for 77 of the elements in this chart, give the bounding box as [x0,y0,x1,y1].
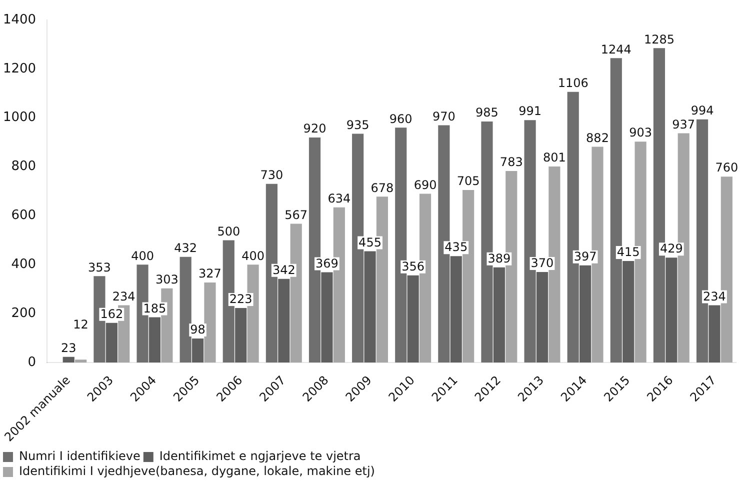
data-label: 991 [518,104,542,118]
data-label: 327 [198,266,222,281]
data-label: 960 [389,112,412,126]
legend-label: Numri I identifikieve [19,449,140,464]
bar [666,258,678,363]
bar [62,356,74,363]
data-label: 455 [358,235,382,250]
y-tick-label: 200 [11,306,36,321]
data-label: 994 [690,103,714,118]
data-label: 500 [217,224,240,238]
legend-label: Identifikimet e ngjarjeve te vjetra [159,449,361,464]
y-tick-label: 1400 [2,12,36,28]
data-label: 23 [60,341,76,356]
data-label: 801 [542,150,566,165]
bar [180,256,192,363]
data-label: 389 [488,251,511,266]
y-tick-label: 800 [11,159,36,174]
y-tick-label: 1000 [2,110,36,126]
bar [493,267,505,363]
data-label: 920 [303,122,326,136]
data-label: 234 [703,289,726,304]
bar [106,322,118,363]
data-label: 705 [456,174,480,188]
data-label: 397 [574,250,597,264]
bar [536,272,548,363]
data-label: 303 [155,272,178,287]
bar [450,256,462,363]
data-label: 435 [444,240,468,254]
bar [235,308,247,363]
bar [75,360,87,363]
bar [407,275,419,363]
data-label: 234 [112,289,136,304]
y-tick-label: 0 [28,354,36,370]
bar [708,305,720,363]
data-label: 1244 [600,42,632,56]
data-label: 935 [346,118,370,132]
data-label: 903 [629,126,652,140]
data-label: 882 [586,130,609,145]
data-label: 98 [190,322,206,337]
data-label: 356 [402,260,425,274]
data-label: 415 [616,245,640,260]
bar [204,282,216,363]
data-label: 783 [500,155,523,170]
bar [148,317,161,363]
data-label: 970 [432,109,456,124]
data-label: 678 [370,180,394,195]
data-label: 400 [131,248,154,263]
data-label: 730 [260,168,284,182]
data-label: 985 [476,106,498,120]
bar [580,265,592,363]
data-label: 12 [73,318,88,332]
data-label: 937 [672,117,696,132]
data-label: 223 [229,292,252,306]
data-label: 760 [715,160,738,175]
legend-label: Identifikimi I vjedhjeve(banesa, dygane, lokale, makine etj) [19,464,375,478]
data-label: 567 [284,208,308,222]
bar [192,338,204,363]
data-label: 162 [100,307,124,322]
data-label: 369 [316,256,338,270]
data-label: 400 [242,248,264,263]
data-label: 353 [88,260,111,274]
y-tick-label: 400 [11,257,36,272]
data-label: 1285 [644,32,674,46]
bar [364,251,376,363]
bar [321,272,333,363]
y-tick-label: 1200 [2,61,36,76]
data-label: 1106 [558,76,588,90]
data-label: 432 [174,240,198,255]
data-label: 370 [530,256,554,270]
data-label: 429 [660,242,683,256]
data-label: 690 [414,178,437,192]
bar [622,260,634,363]
data-label: 185 [143,301,166,316]
data-label: 634 [328,192,351,206]
bar [278,278,290,363]
y-tick-label: 600 [11,208,36,224]
data-label: 342 [272,262,296,277]
